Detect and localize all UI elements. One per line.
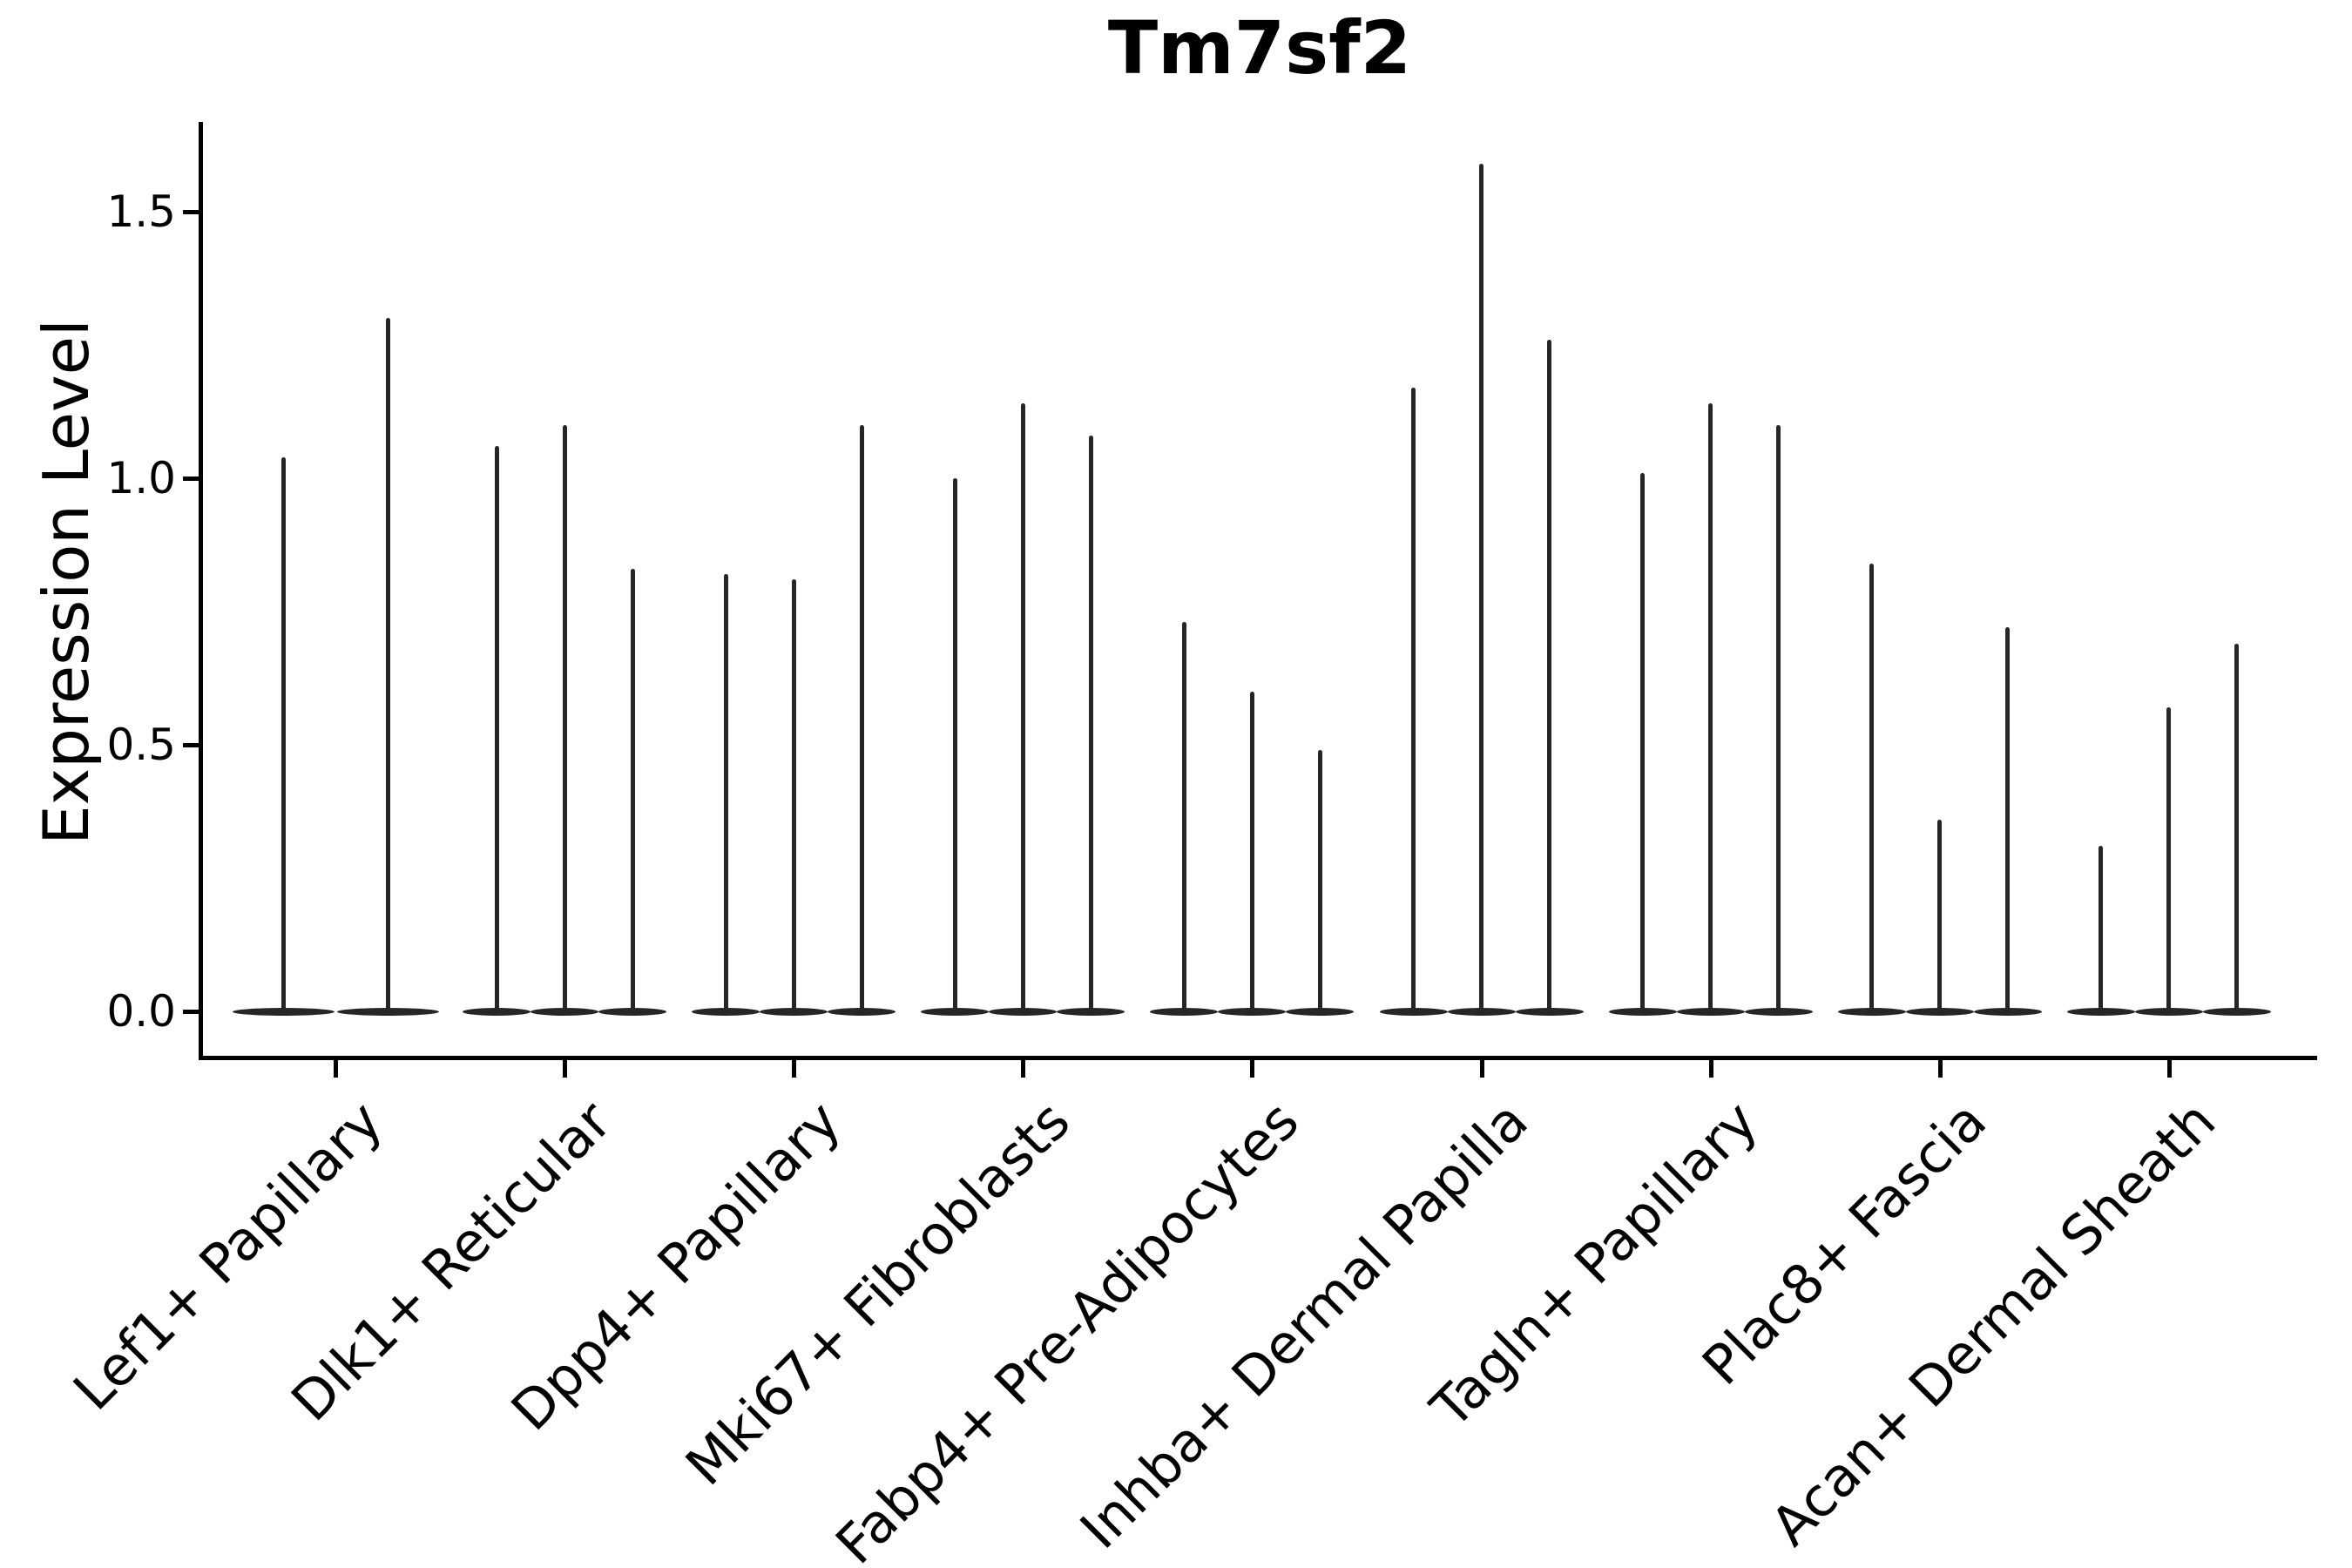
x-tick	[334, 1060, 338, 1078]
violin-base	[2202, 1008, 2271, 1016]
violin-base	[1218, 1008, 1287, 1016]
violin-base	[1286, 1008, 1355, 1016]
violin-spike	[1181, 622, 1186, 1011]
violin-base	[1057, 1008, 1125, 1016]
violin-base	[463, 1008, 531, 1016]
violin-spike	[1776, 424, 1781, 1011]
y-tick	[183, 476, 199, 481]
x-tick	[1479, 1060, 1484, 1078]
violin-base	[1905, 1008, 1974, 1016]
y-tick	[183, 210, 199, 214]
violin-base	[989, 1008, 1058, 1016]
x-tick	[792, 1060, 797, 1078]
violin-spike	[1088, 436, 1093, 1011]
violin-spike	[630, 569, 635, 1011]
violin-base	[2134, 1008, 2203, 1016]
violin-base	[1744, 1008, 1813, 1016]
x-tick-label: Inhba+ Dermal Papilla	[1068, 1089, 1541, 1561]
y-tick-label: 0.0	[106, 986, 176, 1037]
y-tick	[183, 743, 199, 747]
x-tick-label: Mki67+ Fibroblasts	[672, 1089, 1082, 1498]
violin-base	[1150, 1008, 1219, 1016]
violin-base	[828, 1008, 896, 1016]
violin-spike	[1937, 819, 1943, 1011]
violin-base	[336, 1008, 439, 1016]
violin-base	[531, 1008, 599, 1016]
y-tick	[183, 1010, 199, 1014]
violin-spike	[2166, 707, 2172, 1011]
violin-spike	[385, 318, 390, 1011]
violin-base	[760, 1008, 828, 1016]
x-tick-label: Fabp4+ Pre-Adipocytes	[823, 1089, 1312, 1568]
x-tick	[1021, 1060, 1026, 1078]
violin-spike	[723, 574, 728, 1011]
violin-spike	[1640, 472, 1646, 1011]
x-tick	[1708, 1060, 1713, 1078]
violin-spike	[1547, 339, 1551, 1011]
violin-base	[1515, 1008, 1584, 1016]
x-tick	[1250, 1060, 1255, 1078]
violin-base	[692, 1008, 760, 1016]
violin-base	[1447, 1008, 1516, 1016]
violin-spike	[1479, 163, 1484, 1011]
x-tick	[2166, 1060, 2172, 1078]
violin-spike	[1411, 387, 1416, 1011]
violin-base	[1608, 1008, 1677, 1016]
y-axis-spine	[199, 122, 203, 1060]
chart-title: Tm7sf2	[1107, 5, 1412, 91]
violin-spike	[791, 579, 796, 1011]
violin-spike	[2005, 627, 2011, 1011]
violin-base	[232, 1008, 335, 1016]
violin-spike	[1317, 750, 1322, 1011]
violin-base	[1379, 1008, 1448, 1016]
x-axis-spine	[199, 1056, 2317, 1060]
violin-base	[921, 1008, 990, 1016]
y-tick-label: 1.0	[106, 453, 176, 504]
violin-base	[1973, 1008, 2042, 1016]
violin-base	[2066, 1008, 2135, 1016]
violin-base	[1837, 1008, 1906, 1016]
violin-base	[1676, 1008, 1745, 1016]
y-tick-label: 0.5	[106, 720, 176, 770]
violin-spike	[1708, 403, 1713, 1011]
violin-spike	[1869, 563, 1875, 1011]
violin-spike	[859, 424, 864, 1011]
violin-spike	[2099, 846, 2104, 1011]
violin-base	[598, 1008, 667, 1016]
violin-spike	[494, 446, 499, 1011]
x-tick	[1937, 1060, 1943, 1078]
violin-spike	[952, 478, 957, 1011]
x-tick-label: Acan+ Dermal Sheath	[1759, 1089, 2228, 1558]
violin-spike	[1020, 403, 1025, 1011]
x-tick	[563, 1060, 568, 1078]
violin-spike	[1249, 691, 1254, 1011]
violin-spike	[2234, 643, 2240, 1011]
violin-spike	[562, 424, 567, 1011]
violin-spike	[280, 456, 286, 1011]
y-tick-label: 1.5	[106, 186, 176, 237]
